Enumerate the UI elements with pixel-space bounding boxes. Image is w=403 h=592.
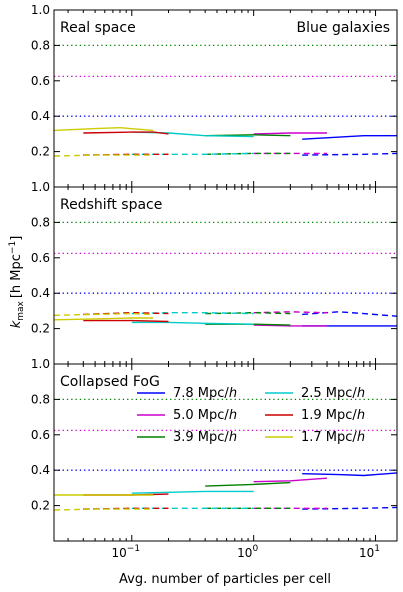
legend: 7.8 Mpc/h 2.5 Mpc/h 5.0 Mpc/h 1.9 Mpc/h 3.9 … [137,386,365,445]
panel-1: 0.2 0.4 0.6 0.8 1.0 Real space Blue galaxies [31,3,398,188]
y-tick-label: 0.8 [31,215,50,229]
solid-series-line-1 [253,477,328,483]
dashed-series-line-1 [253,311,328,314]
y-tick-label: 0.8 [31,392,50,406]
y-tick-label: 0.4 [31,286,50,300]
y-tick-label: 0.6 [31,428,50,442]
dashed-series-line-4 [83,311,169,316]
dashed-series-line-5 [53,508,154,511]
y-tick-label: 1.0 [31,357,50,371]
solid-series-line-5 [53,126,154,132]
y-tick-label: 0.6 [31,251,50,265]
y-tick-label: 0.2 [31,145,50,159]
y-tick-label: 0.4 [31,109,50,123]
solid-series-line-1 [253,324,327,327]
y-tick-label: 0.6 [31,74,50,88]
dashed-series-line-2 [205,311,291,315]
dashed-series-line-4 [83,507,169,510]
legend-entry-0: 7.8 Mpc/h [173,386,237,401]
solid-series-line-4 [83,319,169,323]
y-tick-label: 1.0 [31,3,50,17]
legend-entry-3: 1.9 Mpc/h [301,408,365,423]
panel-label: Collapsed FoG [60,374,160,390]
solid-series-line-3 [131,321,254,325]
solid-series-line-0 [302,472,398,477]
dashed-series-line-3 [131,152,254,156]
panel-2: 0.2 0.4 0.6 0.8 1.0 Redshift space [31,180,398,365]
legend-entry-5: 1.7 Mpc/h [301,430,365,445]
legend-entry-2: 5.0 Mpc/h [173,408,237,423]
solid-series-line-4 [83,131,169,135]
y-axis-label: kmax[h Mpc−1] [8,236,26,329]
panel-label: Real space [60,20,136,36]
panel-frame [53,186,398,365]
x-tick-label: 101 [359,544,380,560]
dashed-series-line-2 [205,152,291,155]
solid-series-line-0 [302,134,397,140]
dashed-series-line-3 [131,312,254,315]
dashed-series-line-5 [53,154,154,157]
panel-frame [53,9,398,188]
panel-label-right: Blue galaxies [297,20,390,36]
dashed-series-line-0 [302,152,398,156]
dashed-series-line-0 [302,506,398,510]
y-tick-label: 0.4 [31,463,50,477]
x-tick-label: 10−1 [112,544,141,560]
dashed-series-line-5 [53,312,154,316]
y-tick-label: 1.0 [31,180,50,194]
solid-series-line-3 [131,490,254,494]
legend-entry-1: 2.5 Mpc/h [301,386,365,401]
dashed-series-line-4 [83,153,169,156]
panel-3: 0.2 0.4 0.6 0.8 1.0 Collapsed FoG [31,357,398,542]
legend-entry-4: 3.9 Mpc/h [173,430,237,445]
y-tick-label: 0.8 [31,38,50,52]
x-axis-label: Avg. number of particles per cell [119,572,331,587]
y-tick-label: 0.2 [31,322,50,336]
x-tick-label: 100 [237,544,258,560]
panel-label: Redshift space [60,197,162,213]
solid-series-line-1 [253,132,327,135]
y-tick-label: 0.2 [31,499,50,513]
solid-series-line-5 [53,317,154,321]
solid-series-line-2 [205,481,291,487]
panel-frame [53,363,398,542]
